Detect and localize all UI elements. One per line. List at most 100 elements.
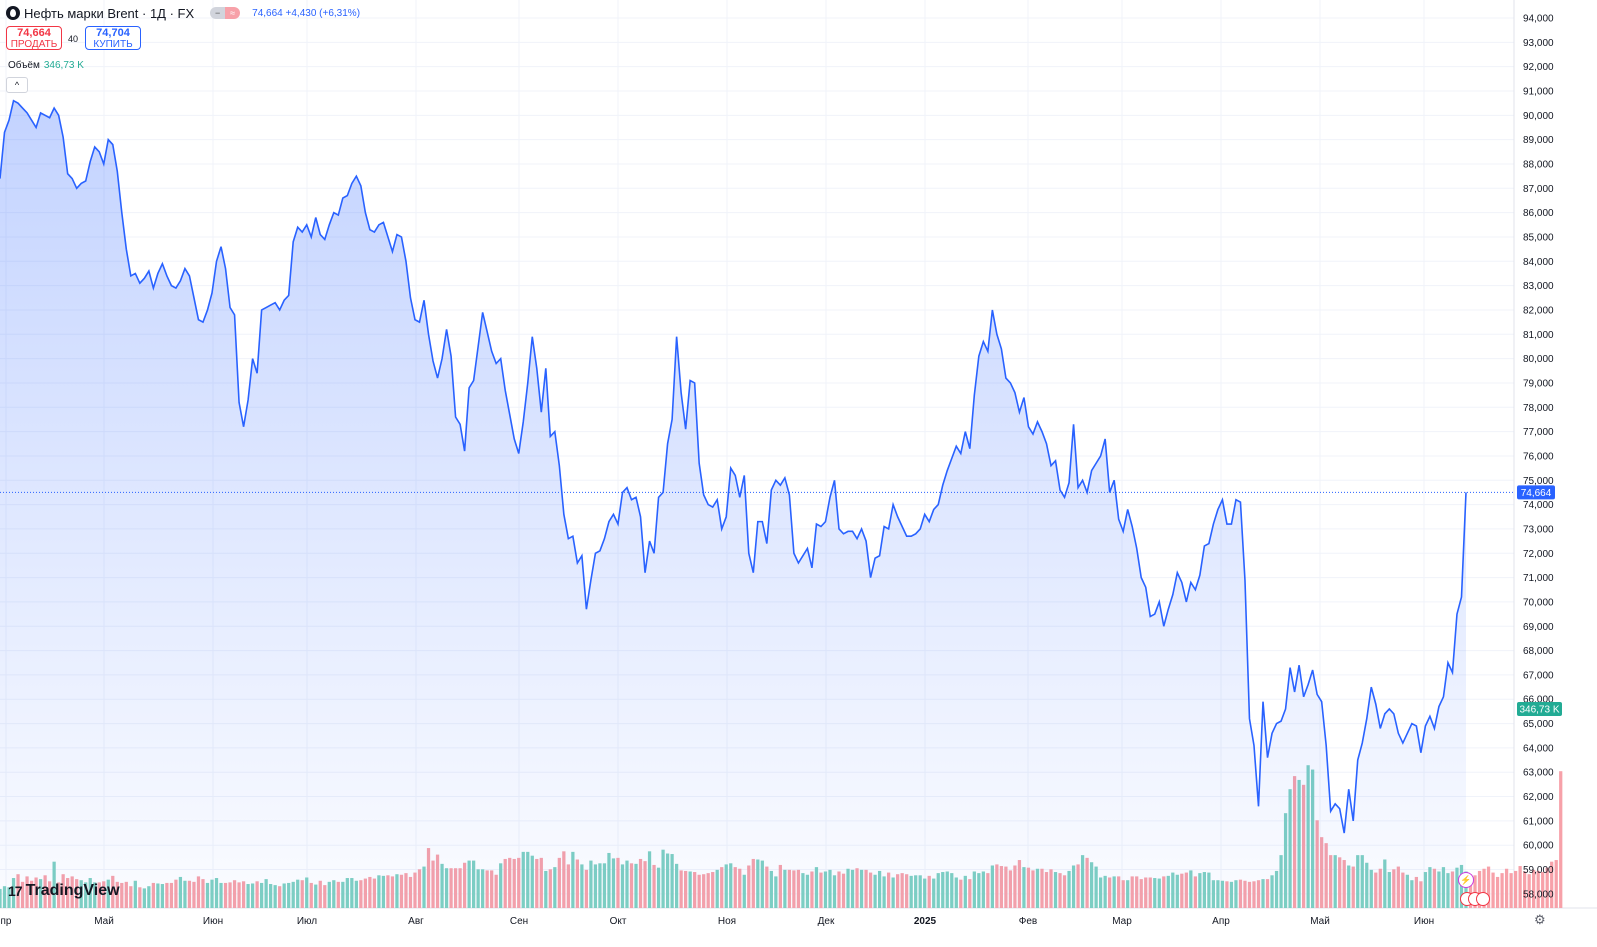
- y-tick-label: 75,000: [1523, 476, 1554, 487]
- y-tick-label: 76,000: [1523, 451, 1554, 462]
- buy-label: КУПИТЬ: [93, 39, 133, 50]
- x-tick-label: Май: [94, 916, 114, 927]
- minus-icon: −: [210, 7, 226, 19]
- x-tick-label: Ноя: [718, 916, 736, 927]
- tradingview-brand[interactable]: 17 TradingView: [8, 882, 120, 900]
- y-tick-label: 81,000: [1523, 330, 1554, 341]
- lightning-icon[interactable]: ⚡: [1458, 872, 1474, 888]
- buy-price: 74,704: [96, 27, 130, 39]
- volume-bar: [1527, 874, 1531, 908]
- volume-bar: [1500, 873, 1504, 908]
- chevron-up-icon[interactable]: ^: [6, 77, 28, 93]
- volume-legend: Объём 346,73 K: [8, 60, 84, 71]
- price-line: [0, 99, 1467, 834]
- volume-bar: [1482, 868, 1486, 908]
- y-tick-label: 60,000: [1523, 841, 1554, 852]
- y-tick-label: 68,000: [1523, 646, 1554, 657]
- brand-name: TradingView: [25, 882, 120, 899]
- y-tick-label: 85,000: [1523, 232, 1554, 243]
- volume-label: Объём: [8, 60, 40, 71]
- gear-icon[interactable]: ⚙: [1534, 912, 1546, 927]
- x-tick-label: Мар: [1112, 916, 1132, 927]
- y-tick-label: 66,000: [1523, 695, 1554, 706]
- last-price-badge: [1517, 485, 1555, 500]
- volume-bar: [1541, 872, 1545, 908]
- y-tick-label: 94,000: [1523, 14, 1554, 25]
- volume-bar: [1491, 872, 1495, 908]
- volume-bar: [1518, 866, 1522, 908]
- y-tick-label: 93,000: [1523, 38, 1554, 49]
- sell-label: ПРОДАТЬ: [10, 39, 58, 50]
- spread-value: 40: [68, 34, 79, 44]
- y-tick-label: 64,000: [1523, 743, 1554, 754]
- y-tick-label: 72,000: [1523, 549, 1554, 560]
- volume-bar: [1477, 870, 1482, 908]
- y-tick-label: 80,000: [1523, 354, 1554, 365]
- y-tick-label: 78,000: [1523, 403, 1554, 414]
- sell-button[interactable]: 74,664 ПРОДАТЬ: [6, 26, 62, 50]
- y-tick-label: 89,000: [1523, 135, 1554, 146]
- x-tick-label: Июн: [203, 916, 223, 927]
- volume-badge-label: 346,73 K: [1519, 705, 1559, 716]
- y-tick-label: 71,000: [1523, 573, 1554, 584]
- event-flag-icon[interactable]: [1476, 892, 1490, 906]
- x-tick-label: Июл: [297, 916, 317, 927]
- symbol-title[interactable]: Нефть марки Brent · 1Д · FX: [24, 5, 195, 21]
- x-tick-label: Авг: [408, 916, 424, 927]
- y-tick-label: 84,000: [1523, 257, 1554, 268]
- y-tick-label: 61,000: [1523, 816, 1554, 827]
- volume-bar: [1536, 870, 1540, 908]
- y-tick-label: 63,000: [1523, 768, 1554, 779]
- last-price-label: 74,664: [1521, 488, 1552, 499]
- volume-bar: [1550, 861, 1554, 908]
- volume-bar: [1554, 860, 1558, 908]
- x-tick-label: Сен: [510, 916, 528, 927]
- y-tick-label: 67,000: [1523, 670, 1554, 681]
- y-tick-label: 90,000: [1523, 111, 1554, 122]
- x-tick-label: Дек: [818, 916, 835, 927]
- volume-badge: [1517, 702, 1562, 716]
- price-change: 74,664 +4,430 (+6,31%): [252, 7, 361, 19]
- y-tick-label: 88,000: [1523, 159, 1554, 170]
- y-tick-label: 86,000: [1523, 208, 1554, 219]
- y-tick-label: 65,000: [1523, 719, 1554, 730]
- volume-bar: [1559, 771, 1563, 908]
- symbol-header[interactable]: Нефть марки Brent · 1Д · FX − ≈ 74,664 +4…: [6, 4, 360, 22]
- y-tick-label: 79,000: [1523, 378, 1554, 389]
- y-tick-label: 59,000: [1523, 865, 1554, 876]
- buy-button[interactable]: 74,704 КУПИТЬ: [85, 26, 141, 50]
- x-tick-label: пр: [1, 916, 12, 927]
- y-tick-label: 69,000: [1523, 622, 1554, 633]
- y-tick-label: 74,000: [1523, 500, 1554, 511]
- volume-bar: [1513, 870, 1518, 908]
- approx-icon: ≈: [225, 7, 241, 19]
- volume-bar: [1509, 873, 1513, 908]
- price-area-fill: [0, 100, 1466, 909]
- y-tick-label: 70,000: [1523, 597, 1554, 608]
- volume-bar: [1523, 871, 1527, 908]
- time-axis: пр Май Июн Июл Авг Сен Окт Ноя Дек 2025 Фев Мар Апр М…: [1, 916, 1435, 927]
- y-tick-label: 73,000: [1523, 524, 1554, 535]
- volume-bar: [1495, 876, 1500, 908]
- y-tick-label: 77,000: [1523, 427, 1554, 438]
- y-tick-label: 83,000: [1523, 281, 1554, 292]
- volume-bar: [1545, 867, 1549, 908]
- y-tick-label: 82,000: [1523, 305, 1554, 316]
- tradingview-logo-icon: 17: [8, 883, 23, 899]
- x-tick-label: 2025: [914, 916, 937, 927]
- x-tick-label: Июн: [1414, 916, 1434, 927]
- x-tick-label: Фев: [1019, 916, 1037, 927]
- market-status-toggle[interactable]: − ≈: [210, 7, 241, 19]
- volume-bar: [1486, 866, 1491, 908]
- x-tick-label: Окт: [610, 916, 627, 927]
- volume-bar: [1532, 869, 1536, 908]
- volume-bar: [1504, 868, 1509, 908]
- y-tick-label: 87,000: [1523, 184, 1554, 195]
- sell-price: 74,664: [17, 27, 51, 39]
- x-tick-label: Апр: [1212, 916, 1230, 927]
- axis-badges: 74,664 346,73 K: [1517, 485, 1562, 716]
- oil-drop-icon: [6, 6, 20, 20]
- x-tick-label: Май: [1310, 916, 1330, 927]
- volume-bar: [1468, 874, 1473, 908]
